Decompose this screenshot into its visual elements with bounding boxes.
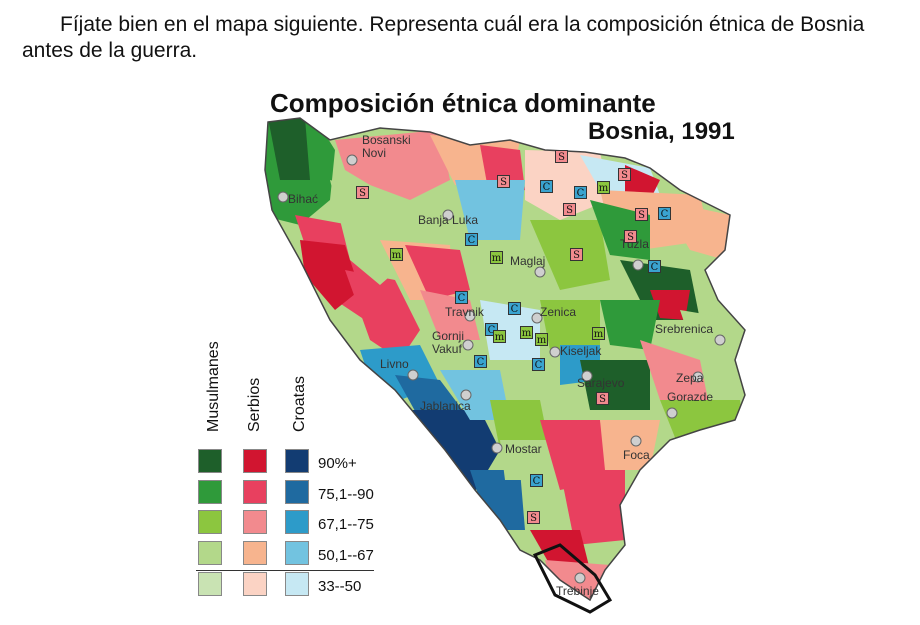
city-dots <box>277 154 726 584</box>
serb-marker: S <box>596 392 609 405</box>
croat-marker: C <box>455 291 468 304</box>
legend-swatch-croat-3 <box>285 541 309 565</box>
city-label: Maglaj <box>510 254 546 268</box>
serb-marker: S <box>618 168 631 181</box>
muslim-marker: m <box>490 251 503 264</box>
croat-marker: C <box>465 233 478 246</box>
legend-group-muslim: Musulmanes <box>205 341 222 432</box>
legend-swatch-serb-0 <box>243 449 267 473</box>
croat-marker: C <box>508 302 521 315</box>
city-label: Zenica <box>540 305 577 319</box>
muslim-marker: m <box>493 330 506 343</box>
legend-group-croat: Croatas <box>291 375 308 432</box>
map-subtitle: Bosnia, 1991 <box>588 118 735 145</box>
croat-marker: C <box>574 186 587 199</box>
city-label: Kiseljak <box>560 344 602 358</box>
legend-swatch-serb-1 <box>243 480 267 504</box>
trebinje-border <box>532 543 613 614</box>
legend-swatch-serb-3 <box>243 541 267 565</box>
serb-marker: S <box>356 186 369 199</box>
legend-swatch-croat-0 <box>285 449 309 473</box>
city-label: Bihać <box>288 192 319 206</box>
city-label: Zepa <box>676 371 704 385</box>
serb-marker: S <box>635 208 648 221</box>
legend-separator <box>196 570 374 571</box>
bosnia-border <box>264 117 746 602</box>
legend-swatch-serb-2 <box>243 510 267 534</box>
city-label: Foca <box>623 448 650 462</box>
serb-marker: S <box>555 150 568 163</box>
legend-range-75-90: 75,1--90 <box>318 486 374 503</box>
serb-marker: S <box>624 230 637 243</box>
city-label: Sarajevo <box>577 376 625 390</box>
city-label: Gorazde <box>667 390 714 404</box>
legend-swatch-serb-4 <box>243 572 267 596</box>
legend-swatch-croat-2 <box>285 510 309 534</box>
legend-swatch-croat-1 <box>285 480 309 504</box>
city-label: Gornji Vakuf <box>432 329 465 356</box>
legend-swatch-muslim-3 <box>198 541 222 565</box>
legend-range-50-67: 50,1--67 <box>318 547 374 564</box>
instruction-text: Fíjate bien en el mapa siguiente. Repres… <box>22 13 865 62</box>
serb-marker: S <box>527 511 540 524</box>
city-label: Trebinje <box>556 584 599 598</box>
city-label: Bosanski Novi <box>362 133 411 160</box>
serb-marker: S <box>563 203 576 216</box>
muslim-marker: m <box>597 181 610 194</box>
croat-marker: C <box>474 355 487 368</box>
croat-marker: C <box>648 260 661 273</box>
legend-range-67-75: 67,1--75 <box>318 516 374 533</box>
legend-group-serb: Serbios <box>246 377 263 432</box>
city-label: Livno <box>380 357 409 371</box>
muslim-marker: m <box>592 327 605 340</box>
serb-marker: S <box>570 248 583 261</box>
legend-range-33-50: 33--50 <box>318 578 362 595</box>
croat-marker: C <box>530 474 543 487</box>
muslim-marker: m <box>390 248 403 261</box>
city-label: Travnik <box>445 305 484 319</box>
croat-marker: C <box>540 180 553 193</box>
legend-range-90plus: 90%+ <box>318 455 357 472</box>
muslim-marker: m <box>520 326 533 339</box>
croat-marker: C <box>532 358 545 371</box>
city-label: Jablanica <box>420 399 471 413</box>
map-title: Composición étnica dominante <box>270 88 656 118</box>
legend-swatch-muslim-1 <box>198 480 222 504</box>
legend-swatch-muslim-4 <box>198 572 222 596</box>
serb-marker: S <box>497 175 510 188</box>
city-label: Mostar <box>505 442 542 456</box>
legend-swatch-muslim-2 <box>198 510 222 534</box>
croat-marker: C <box>658 207 671 220</box>
legend-swatch-croat-4 <box>285 572 309 596</box>
muslim-marker: m <box>535 333 548 346</box>
city-label: Srebrenica <box>655 322 714 336</box>
legend-swatch-muslim-0 <box>198 449 222 473</box>
city-label: Banja Luka <box>418 213 479 227</box>
